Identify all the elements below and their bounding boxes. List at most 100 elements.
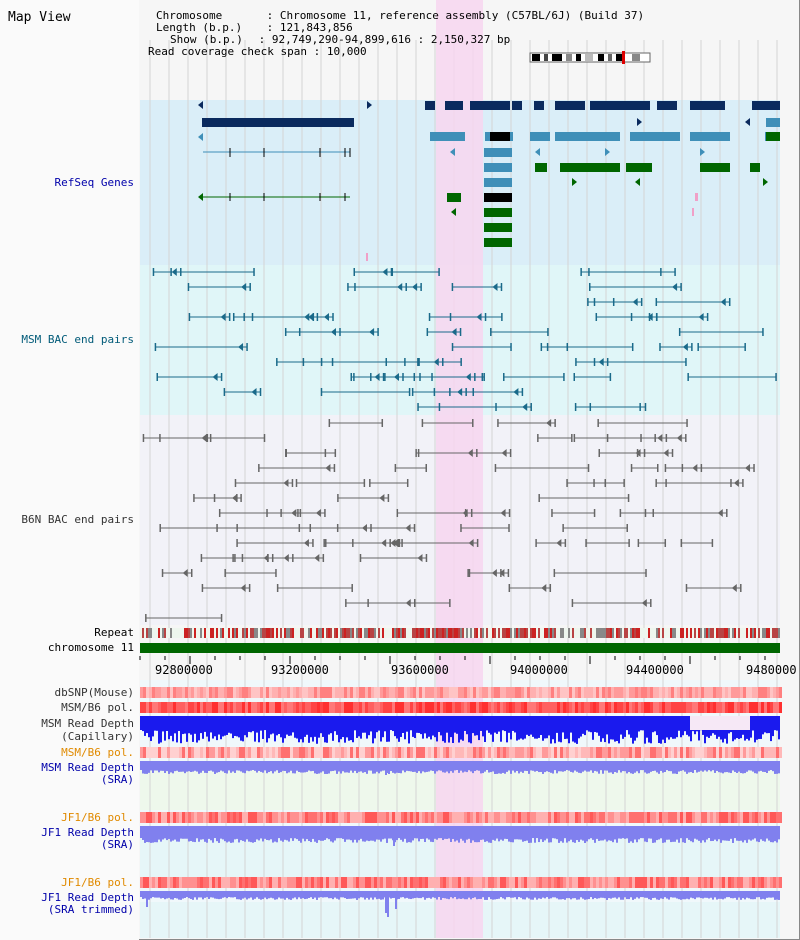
msm-capillary-depth-bar bbox=[672, 716, 674, 739]
repeat-element bbox=[458, 628, 460, 638]
msm-capillary-depth-bar bbox=[176, 716, 178, 743]
repeat-element bbox=[150, 628, 152, 638]
repeat-element bbox=[210, 628, 212, 638]
jf1-sra-depth-bar bbox=[186, 826, 188, 839]
msm-capillary-depth-bar bbox=[334, 716, 336, 732]
repeat-element bbox=[768, 628, 770, 638]
msm-b6-pol2-heat bbox=[752, 747, 755, 758]
msm-b6-pol-heat bbox=[488, 702, 491, 713]
msm-sra-depth-bar bbox=[454, 761, 456, 771]
jf1-b6-pol2-heat bbox=[500, 877, 503, 888]
track-label-refseq[interactable]: RefSeq Genes bbox=[54, 176, 134, 189]
repeat-element bbox=[704, 628, 706, 638]
jf1-b6-pol2-heat bbox=[446, 877, 449, 888]
repeat-element bbox=[212, 628, 214, 638]
jf1-sra-depth-bar bbox=[748, 826, 750, 840]
jf1-trim-depth-bar bbox=[472, 891, 474, 899]
jf1-trim-depth-bar bbox=[676, 891, 678, 899]
jf1-trim-depth-bar bbox=[220, 891, 222, 899]
gene-exon bbox=[470, 101, 510, 110]
jf1-b6-pol-heat bbox=[452, 812, 455, 823]
jf1-b6-pol2-heat bbox=[140, 877, 143, 888]
jf1-trim-depth-bar bbox=[436, 891, 438, 900]
msm-sra-depth-bar bbox=[422, 761, 424, 772]
msm-b6-pol2-heat bbox=[245, 747, 248, 758]
jf1-sra-depth-bar bbox=[602, 826, 604, 841]
dbsnp-heat bbox=[557, 687, 560, 698]
jf1-b6-pol2-heat bbox=[212, 877, 215, 888]
track-label-msm-b6-pol[interactable]: MSM/B6 pol. bbox=[61, 701, 134, 714]
msm-bac-pair-arrow bbox=[492, 283, 498, 291]
info-chromosome-value: Chromosome 11, reference assembly (C57BL… bbox=[279, 9, 645, 22]
msm-b6-pol-heat bbox=[362, 702, 365, 713]
msm-sra-depth-bar bbox=[614, 761, 616, 773]
jf1-trim-depth-bar bbox=[326, 891, 328, 898]
msm-sra-depth-bar bbox=[530, 761, 532, 771]
jf1-sra-depth-bar bbox=[664, 826, 666, 843]
jf1-sra-depth-bar bbox=[290, 826, 292, 839]
msm-b6-pol-heat bbox=[578, 702, 581, 713]
jf1-sra-depth-bar bbox=[474, 826, 476, 843]
dbsnp-heat bbox=[629, 687, 632, 698]
msm-sra-depth-bar bbox=[236, 761, 238, 771]
repeat-element bbox=[638, 628, 640, 638]
jf1-trim-depth-bar bbox=[518, 891, 520, 898]
dbsnp-heat bbox=[587, 687, 590, 698]
jf1-trim-depth-bar bbox=[778, 891, 780, 900]
msm-sra-depth-bar bbox=[592, 761, 594, 773]
dbsnp-heat bbox=[350, 687, 353, 698]
msm-capillary-depth-bar bbox=[400, 716, 402, 737]
jf1-sra-depth-bar bbox=[282, 826, 284, 842]
msm-capillary-depth-bar bbox=[410, 716, 412, 731]
msm-sra-depth-bar bbox=[176, 761, 178, 771]
msm-capillary-depth-bar bbox=[162, 716, 164, 732]
jf1-b6-pol-heat bbox=[692, 812, 695, 823]
jf1-trim-depth-bar bbox=[402, 891, 404, 898]
jf1-b6-pol-heat bbox=[581, 812, 584, 823]
msm-b6-pol2-heat bbox=[569, 747, 572, 758]
msm-capillary-depth-bar bbox=[180, 716, 182, 744]
track-label-b6n-bac[interactable]: B6N BAC end pairs bbox=[21, 513, 134, 526]
jf1-sra-depth-bar bbox=[154, 826, 156, 843]
track-label-jf1-b6-pol[interactable]: JF1/B6 pol. bbox=[61, 811, 134, 824]
gene-exon-pink bbox=[692, 208, 694, 216]
msm-capillary-depth-bar bbox=[774, 716, 776, 731]
jf1-b6-pol2-heat bbox=[761, 877, 764, 888]
dbsnp-heat bbox=[344, 687, 347, 698]
msm-sra-depth-bar bbox=[260, 761, 262, 772]
ideogram-band bbox=[552, 54, 562, 61]
jf1-b6-pol-heat bbox=[548, 812, 551, 823]
msm-capillary-depth-bar bbox=[160, 716, 162, 743]
jf1-trim-depth-bar bbox=[328, 891, 330, 899]
track-label-chromosome[interactable]: chromosome 11 bbox=[47, 641, 134, 654]
repeat-element bbox=[216, 628, 218, 638]
track-label-repeat[interactable]: Repeat bbox=[94, 626, 134, 639]
track-label-msm-depth-sra-1[interactable]: MSM Read Depth bbox=[41, 761, 134, 774]
msm-sra-depth-bar bbox=[154, 761, 156, 771]
track-label-dbsnp[interactable]: dbSNP(Mouse) bbox=[54, 686, 134, 699]
track-label-msm-bac[interactable]: MSM BAC end pairs bbox=[21, 333, 134, 346]
msm-b6-pol2-heat bbox=[197, 747, 200, 758]
track-label-msm-depth-capillary-1[interactable]: MSM Read Depth bbox=[41, 717, 134, 730]
track-label-jf1-b6-pol-2[interactable]: JF1/B6 pol. bbox=[61, 876, 134, 889]
jf1-trim-depth-bar bbox=[242, 891, 244, 899]
msm-capillary-depth-bar bbox=[662, 716, 664, 740]
track-label-jf1-trim-1[interactable]: JF1 Read Depth bbox=[41, 891, 134, 904]
msm-b6-pol-heat bbox=[758, 702, 761, 713]
msm-sra-depth-bar bbox=[562, 761, 564, 772]
msm-sra-depth-bar bbox=[706, 761, 708, 772]
repeat-element bbox=[662, 628, 664, 638]
jf1-b6-pol-heat bbox=[383, 812, 386, 823]
track-label-jf1-depth-1[interactable]: JF1 Read Depth bbox=[41, 826, 134, 839]
track-label-msm-b6-pol-2[interactable]: MSM/B6 pol. bbox=[61, 746, 134, 759]
jf1-b6-pol2-heat bbox=[329, 877, 332, 888]
jf1-b6-pol-heat bbox=[155, 812, 158, 823]
msm-capillary-depth-bar bbox=[140, 716, 142, 731]
dbsnp-heat bbox=[263, 687, 266, 698]
msm-sra-depth-bar bbox=[778, 761, 780, 774]
repeat-element bbox=[626, 628, 628, 638]
msm-capillary-depth-bar bbox=[552, 716, 554, 740]
jf1-sra-depth-bar bbox=[698, 826, 700, 841]
jf1-trim-depth-bar bbox=[494, 891, 496, 900]
